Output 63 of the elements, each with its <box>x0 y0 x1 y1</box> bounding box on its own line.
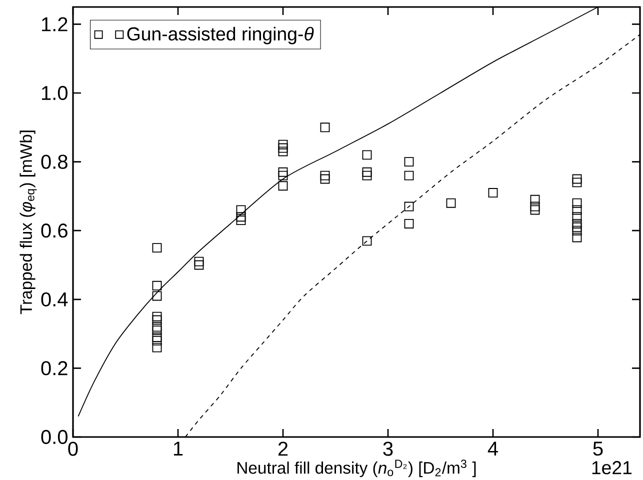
text: Neutral fill density (n$_{o}$$^{D₂}$) [D$_{2}$/m$^{3}$ ] <box>238 460 476 478</box>
point <box>152 312 162 322</box>
point <box>152 332 162 342</box>
point <box>530 202 540 212</box>
point <box>278 167 288 177</box>
point <box>152 243 162 253</box>
x-tick-label: 2 <box>278 442 288 456</box>
point <box>320 122 330 132</box>
point <box>530 205 540 215</box>
point <box>320 174 330 184</box>
point <box>236 216 246 226</box>
point <box>278 140 288 150</box>
point <box>236 212 246 222</box>
y-tick-label: 0.2 <box>41 361 68 376</box>
y-tick-label: 1.2 <box>42 17 68 32</box>
point <box>152 326 162 336</box>
x-tick-label: 4 <box>488 442 498 456</box>
point <box>194 260 204 270</box>
point <box>572 232 582 242</box>
x-tick-label: 5 <box>593 442 603 456</box>
point <box>488 188 498 198</box>
point <box>152 342 162 352</box>
point <box>362 170 372 180</box>
point <box>404 170 414 180</box>
x-tick-label: 0 <box>68 442 78 456</box>
y-tick-label: 0.6 <box>41 224 68 238</box>
point <box>446 198 456 208</box>
point <box>572 212 582 222</box>
point <box>152 315 162 325</box>
y-tick-label: 0.4 <box>41 292 68 306</box>
point <box>152 280 162 290</box>
y-tick-label: 0.0 <box>41 430 68 444</box>
point <box>362 236 372 246</box>
point <box>152 336 162 346</box>
point <box>572 205 582 215</box>
point <box>404 202 414 212</box>
point <box>278 181 288 191</box>
text: 1e21 <box>592 461 632 474</box>
point <box>194 256 204 266</box>
y-tick-label: 1.0 <box>42 86 68 100</box>
point <box>362 150 372 160</box>
point <box>572 174 582 184</box>
point <box>320 170 330 180</box>
point <box>572 226 582 236</box>
point <box>278 170 288 180</box>
x-tick-label: 3 <box>383 442 393 456</box>
point <box>572 178 582 188</box>
point <box>278 143 288 153</box>
point <box>152 322 162 332</box>
point <box>278 146 288 156</box>
point <box>404 157 414 167</box>
point <box>362 167 372 177</box>
legend-label: Gun-assisted ringing-θ <box>127 26 314 44</box>
point <box>236 205 246 215</box>
point <box>530 194 540 204</box>
point <box>404 218 414 228</box>
y-tick-label: 0.8 <box>41 154 68 169</box>
point <box>572 218 582 228</box>
point <box>572 222 582 232</box>
point <box>152 291 162 301</box>
x-tick-label: 1 <box>174 442 183 456</box>
point <box>572 198 582 208</box>
y-axis-title: Trapped flux (φ$_{eq}$) [mWb] <box>20 130 37 314</box>
